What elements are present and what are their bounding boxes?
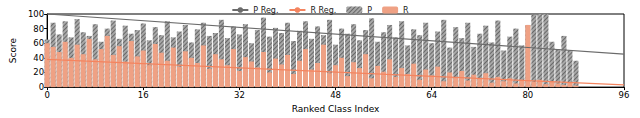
svg-text:100: 100 — [28, 9, 44, 19]
svg-text:0: 0 — [39, 82, 44, 92]
svg-text:40: 40 — [33, 53, 44, 63]
svg-text:60: 60 — [33, 38, 44, 48]
svg-text:20: 20 — [33, 67, 44, 77]
svg-text:Score: Score — [8, 37, 18, 63]
svg-text:48: 48 — [330, 90, 341, 100]
svg-text:P: P — [367, 6, 372, 15]
svg-text:P Reg.: P Reg. — [253, 6, 278, 15]
svg-text:80: 80 — [33, 24, 44, 34]
svg-text:0: 0 — [44, 90, 49, 100]
svg-text:R: R — [403, 6, 409, 15]
svg-text:80: 80 — [522, 90, 533, 100]
svg-text:Ranked Class Index: Ranked Class Index — [292, 104, 380, 114]
svg-text:64: 64 — [426, 90, 437, 100]
svg-text:32: 32 — [234, 90, 245, 100]
svg-text:R Reg.: R Reg. — [310, 6, 336, 15]
svg-text:16: 16 — [138, 90, 149, 100]
svg-text:96: 96 — [619, 90, 630, 100]
